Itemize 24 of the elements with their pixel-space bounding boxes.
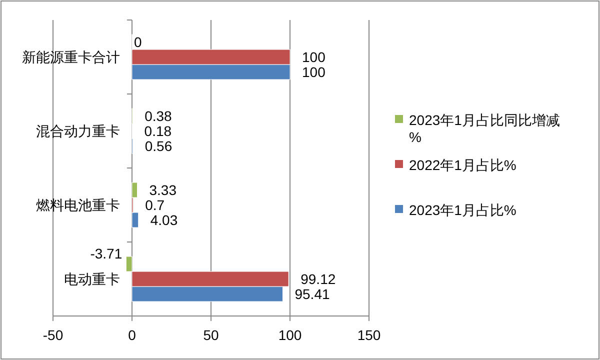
y-tick-label: 混合动力重卡 bbox=[36, 123, 120, 139]
y-tick-label: 燃料电池重卡 bbox=[36, 197, 120, 213]
data-label: 0.7 bbox=[145, 197, 165, 213]
legend-label: 2023年1月占比% bbox=[409, 202, 516, 218]
data-label: 4.03 bbox=[150, 212, 178, 228]
y-tick-label: 新能源重卡合计 bbox=[22, 49, 120, 65]
data-label: -3.71 bbox=[90, 246, 122, 262]
data-label: 0 bbox=[134, 34, 142, 50]
y-tick-label: 电动重卡 bbox=[64, 271, 120, 287]
data-label: 100 bbox=[302, 49, 326, 65]
legend-label: 2023年1月占比同比增减% bbox=[409, 112, 560, 145]
x-tick-label: 50 bbox=[203, 327, 219, 343]
data-label: 3.33 bbox=[149, 182, 177, 198]
data-label: 0.18 bbox=[144, 123, 172, 139]
x-tick-label: 100 bbox=[278, 327, 302, 343]
legend-label: 2022年1月占比% bbox=[409, 157, 516, 173]
x-tick-label: 150 bbox=[357, 327, 381, 343]
x-tick-label: -50 bbox=[42, 327, 64, 343]
data-label: 0.38 bbox=[144, 108, 172, 124]
data-label: 95.41 bbox=[294, 286, 330, 302]
data-label: 100 bbox=[302, 64, 326, 80]
data-label: 0.56 bbox=[144, 138, 172, 154]
x-tick-label: 0 bbox=[128, 327, 136, 343]
data-label: 99.12 bbox=[300, 271, 336, 287]
